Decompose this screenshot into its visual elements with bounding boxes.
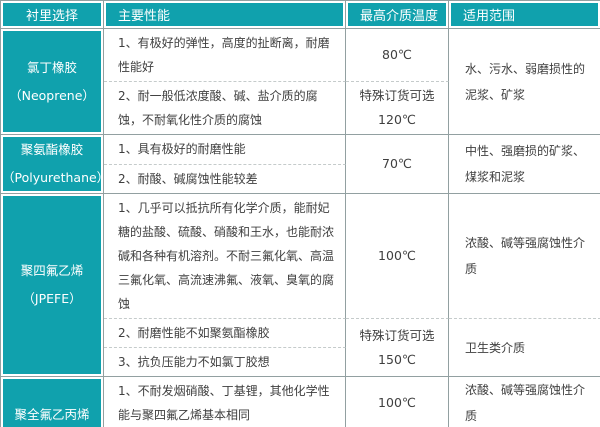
temperature-cell: 特殊订货可选 150℃	[346, 319, 449, 377]
temperature-cell: 70℃	[346, 135, 449, 194]
range-cell: 中性、强磨损的矿浆、煤浆和泥浆	[449, 135, 600, 194]
table-row: 聚四氟乙烯 （JPEFE） 1、几乎可以抵抗所有化学介质，能耐妃糖的盐酸、硫酸、…	[1, 194, 600, 377]
table-row: 3、抗负压能力不如氯丁胶想	[1, 348, 600, 377]
temperature-cell: 100℃	[346, 194, 449, 319]
material-code: （JPEFE）	[22, 291, 82, 306]
temperature-cell: 特殊订货可选 120℃	[346, 82, 449, 135]
material-name: 聚氨酯橡胶	[20, 142, 84, 157]
range-cell: 卫生类介质	[449, 319, 600, 377]
header-lining: 衬里选择	[1, 1, 104, 29]
table-row: 聚全氟乙丙烯 （F46） 1、不耐发烟硝酸、丁基锂，其他化学性能与聚四氟乙烯基本…	[1, 377, 600, 427]
header-max-temperature: 最高介质温度	[346, 1, 449, 29]
performance-cell: 3、抗负压能力不如氯丁胶想	[104, 348, 346, 377]
performance-cell: 1、几乎可以抵抗所有化学介质，能耐妃糖的盐酸、硫酸、硝酸和王水，也能耐浓碱和各种…	[104, 194, 346, 319]
header-performance: 主要性能	[104, 1, 346, 29]
performance-cell: 1、具有极好的耐磨性能	[104, 135, 346, 165]
lining-cell-jpefe: 聚四氟乙烯 （JPEFE）	[1, 194, 104, 377]
lining-cell-neoprene: 氯丁橡胶 （Neoprene）	[1, 29, 104, 135]
lining-cell-polyurethane: 聚氨酯橡胶 （Polyurethane）	[1, 135, 104, 194]
temperature-cell: 100℃	[346, 377, 449, 427]
material-name: 氯丁橡胶	[26, 59, 77, 75]
table-row: 2、耐磨性能不如聚氨酯橡胶 特殊订货可选 150℃ 卫生类介质	[1, 319, 600, 377]
range-cell: 水、污水、弱磨损性的泥浆、矿浆	[449, 29, 600, 135]
range-cell: 浓酸、碱等强腐蚀性介质	[449, 377, 600, 427]
performance-cell: 2、耐酸、碱腐蚀性能较差	[104, 164, 346, 194]
lining-cell-f46: 聚全氟乙丙烯 （F46）	[1, 377, 104, 427]
temperature-cell: 80℃	[346, 29, 449, 82]
performance-cell: 2、耐磨性能不如聚氨酯橡胶	[104, 319, 346, 348]
performance-cell: 2、耐一般低浓度酸、碱、盐介质的腐蚀，不耐氧化性介质的腐蚀	[104, 82, 346, 135]
material-code: （Neoprene）	[9, 87, 95, 103]
material-name: 聚四氟乙烯	[20, 263, 84, 278]
material-name: 聚全氟乙丙烯	[14, 407, 90, 422]
table-row: 2、耐一般低浓度酸、碱、盐介质的腐蚀，不耐氧化性介质的腐蚀 特殊订货可选 120…	[1, 82, 600, 135]
header-applicable-range: 适用范围	[449, 1, 600, 29]
material-code: （Polyurethane）	[2, 170, 104, 185]
performance-cell: 1、有极好的弹性，高度的扯断离，耐磨性能好	[104, 29, 346, 82]
header-row: 衬里选择 主要性能 最高介质温度 适用范围	[1, 1, 600, 29]
table-row: 聚氨酯橡胶 （Polyurethane） 1、具有极好的耐磨性能 70℃ 中性、…	[1, 135, 600, 194]
performance-cell: 1、不耐发烟硝酸、丁基锂，其他化学性能与聚四氟乙烯基本相同	[104, 377, 346, 427]
table-row: 氯丁橡胶 （Neoprene） 1、有极好的弹性，高度的扯断离，耐磨性能好 80…	[1, 29, 600, 135]
table-row: 2、耐酸、碱腐蚀性能较差	[1, 164, 600, 194]
range-cell: 浓酸、碱等强腐蚀性介质	[449, 194, 600, 319]
